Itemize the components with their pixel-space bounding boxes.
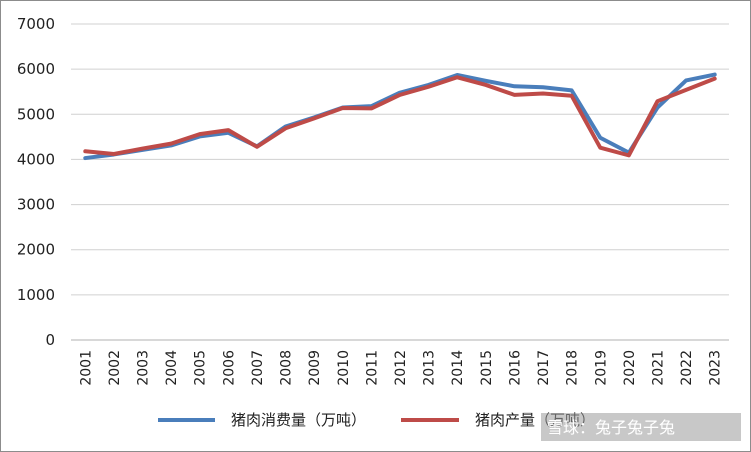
x-tick-label: 2001 [78, 350, 94, 386]
x-tick-label: 2009 [307, 350, 323, 386]
series-lines [83, 72, 717, 161]
x-tick-label: 2010 [336, 350, 352, 386]
watermark-text: 雪球：兔子兔子兔 [547, 418, 675, 437]
watermark-background [541, 413, 741, 441]
x-tick-label: 2002 [107, 350, 123, 386]
x-tick-label: 2003 [136, 350, 152, 386]
gridlines [71, 23, 729, 296]
y-tick-label: 4000 [17, 150, 55, 168]
x-tick-label: 2006 [221, 350, 237, 386]
x-tick-labels: 2001 2002 2003 2004 2005 2006 2007 2008 2009 2010… [78, 350, 723, 386]
x-tick-label: 2015 [479, 350, 495, 386]
y-tick-label: 5000 [17, 105, 55, 123]
x-tick-label: 2013 [422, 350, 438, 386]
y-tick-label: 1000 [17, 286, 55, 304]
series-line-production [83, 75, 717, 158]
x-tick-label: 2007 [250, 350, 266, 386]
x-tick-label: 2019 [593, 350, 609, 386]
series-line-consumption [83, 72, 717, 161]
x-tick-label: 2017 [536, 350, 552, 386]
x-tick-label: 2018 [565, 350, 581, 386]
x-tick-label: 2020 [622, 350, 638, 386]
y-tick-labels: 0 1000 2000 3000 4000 5000 6000 7000 [17, 15, 55, 349]
x-tick-label: 2023 [708, 350, 724, 386]
y-tick-label: 6000 [17, 60, 55, 78]
x-tick-label: 2004 [164, 350, 180, 386]
x-tick-label: 2022 [679, 350, 695, 386]
y-tick-label: 2000 [17, 241, 55, 259]
x-tick-label: 2016 [507, 350, 523, 386]
x-tick-label: 2014 [450, 350, 466, 386]
y-tick-label: 3000 [17, 196, 55, 214]
x-tick-label: 2021 [650, 350, 666, 386]
x-tick-label: 2011 [364, 350, 380, 386]
y-tick-label: 7000 [17, 15, 55, 33]
x-tick-label: 2008 [279, 350, 295, 386]
watermark: 雪球：兔子兔子兔 [541, 413, 741, 441]
x-tick-label: 2005 [193, 350, 209, 386]
y-tick-label: 0 [45, 331, 55, 349]
x-tick-label: 2012 [393, 350, 409, 386]
legend-label-consumption: 猪肉消费量（万吨） [231, 411, 366, 429]
legend: 猪肉消费量（万吨） 猪肉产量（万吨） [158, 411, 595, 429]
